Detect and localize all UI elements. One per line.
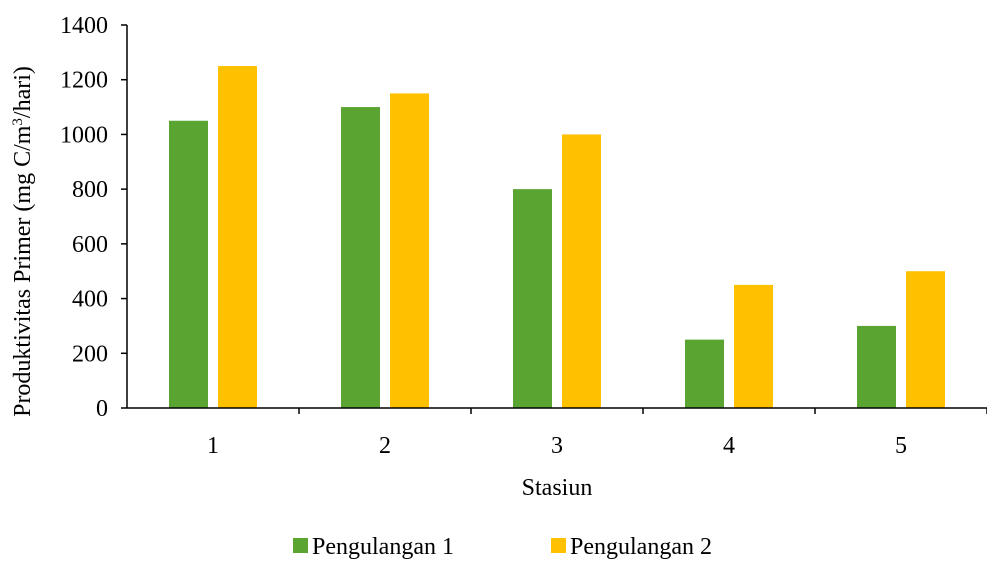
- bar-series-1-cat-5: [857, 325, 896, 408]
- bar-series-1-cat-4: [685, 339, 724, 408]
- y-axis-title-tail: /hari): [10, 66, 36, 118]
- x-axis-title: Stasiun: [522, 475, 593, 501]
- x-tick-label: 4: [723, 433, 735, 459]
- y-tick-label: 1400: [60, 13, 108, 39]
- x-tick-label: 5: [895, 433, 907, 459]
- y-axis-title: Produktivitas Primer (mg C/m3/hari): [10, 66, 36, 417]
- y-tick-label: 1200: [60, 68, 108, 94]
- bar-series-2-cat-4: [734, 284, 773, 408]
- legend: Pengulangan 1 Pengulangan 2: [293, 534, 712, 560]
- y-tick-label: 400: [72, 287, 108, 313]
- y-tick-label: 200: [72, 341, 108, 367]
- bar-series-2-cat-3: [562, 134, 601, 408]
- legend-label-series-1: Pengulangan 1: [312, 534, 454, 560]
- bar-series-2-cat-2: [390, 93, 429, 409]
- bars: [169, 66, 945, 409]
- y-tick-label: 600: [72, 232, 108, 258]
- y-tick-label: 800: [72, 177, 108, 203]
- y-axis-ticks: 0 200 400 600 800 1000 1200 1400: [60, 13, 127, 422]
- bar-series-2-cat-5: [906, 271, 945, 408]
- bar-series-2-cat-1: [218, 66, 257, 409]
- x-tick-label: 1: [207, 433, 219, 459]
- legend-label-series-2: Pengulangan 2: [570, 534, 712, 560]
- x-tick-label: 3: [551, 433, 563, 459]
- bar-series-1-cat-2: [341, 107, 380, 409]
- x-tick-label: 2: [379, 433, 391, 459]
- y-axis-title-main: Produktivitas Primer (mg C/m: [10, 125, 36, 417]
- y-tick-label: 1000: [60, 122, 108, 148]
- y-tick-label: 0: [96, 396, 108, 422]
- x-axis-ticks: 1 2 3 4 5: [207, 408, 987, 459]
- bar-series-1-cat-1: [169, 120, 208, 408]
- legend-swatch-series-1: [293, 538, 308, 553]
- y-axis-title-superscript: 3: [10, 118, 26, 126]
- bar-series-1-cat-3: [513, 189, 552, 408]
- legend-swatch-series-2: [551, 538, 566, 553]
